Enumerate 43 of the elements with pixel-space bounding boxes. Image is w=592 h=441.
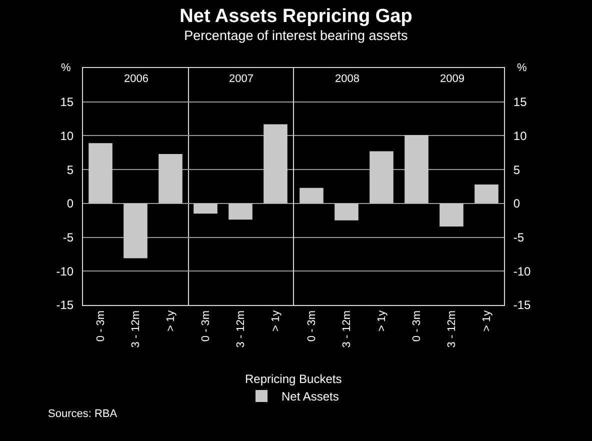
x-tick-label: > 1y [376, 310, 388, 332]
bar [439, 203, 464, 226]
x-tick-label: > 1y [480, 310, 493, 332]
y-tick-label: 10 [60, 128, 74, 143]
annotation: 2007 [229, 73, 254, 85]
y-tick-label: 15 [60, 95, 74, 110]
y-tick-label: -10 [56, 264, 74, 278]
y2-tick-label: 15 [513, 95, 527, 110]
x-tick-label: 3 - 12m [340, 310, 353, 348]
x-tick-label: 3 - 12m [446, 310, 458, 348]
y-tick-label: -15 [56, 298, 74, 312]
text: Percentage of interest bearing assets [184, 28, 408, 43]
x-tick-label: 3 - 12m [235, 310, 248, 348]
x-axis-title: Repricing Buckets [245, 372, 342, 386]
bar [158, 154, 182, 204]
text: Net Assets Repricing Gap [180, 6, 412, 28]
x-tick-label: 0 - 3m [306, 310, 318, 342]
x-tick-label: 0 - 3m [95, 310, 108, 342]
x-tick-label: 0 - 3m [200, 310, 212, 342]
y2-tick-label: -15 [513, 298, 531, 312]
y2-tick-label: -10 [513, 264, 531, 278]
x-tick-label: 3 - 12m [130, 310, 142, 348]
annotation: 2006 [124, 73, 148, 85]
annotation: 2008 [334, 73, 359, 85]
bar [124, 203, 148, 258]
y-tick-label: -5 [62, 230, 74, 244]
y2-tick-label: 0 [513, 196, 520, 211]
bar [474, 184, 498, 204]
x-tick-label: > 1y [165, 310, 178, 332]
bar [404, 135, 428, 204]
y-tick-label: 0 [66, 196, 74, 211]
annotation: 2009 [440, 73, 464, 85]
y2-axis-title: % [516, 62, 527, 74]
x-tick-label: > 1y [270, 310, 282, 332]
legend-label: Net Assets [282, 390, 339, 404]
y2-tick-label: 10 [513, 128, 527, 143]
y2-tick-label: 5 [513, 162, 520, 177]
source-note: Sources: RBA [48, 408, 118, 420]
y-tick-label: 5 [66, 162, 74, 177]
x-tick-label: 0 - 3m [410, 310, 423, 342]
y-axis-title: % [61, 62, 71, 74]
y2-tick-label: -5 [513, 230, 524, 244]
bar [88, 143, 112, 204]
